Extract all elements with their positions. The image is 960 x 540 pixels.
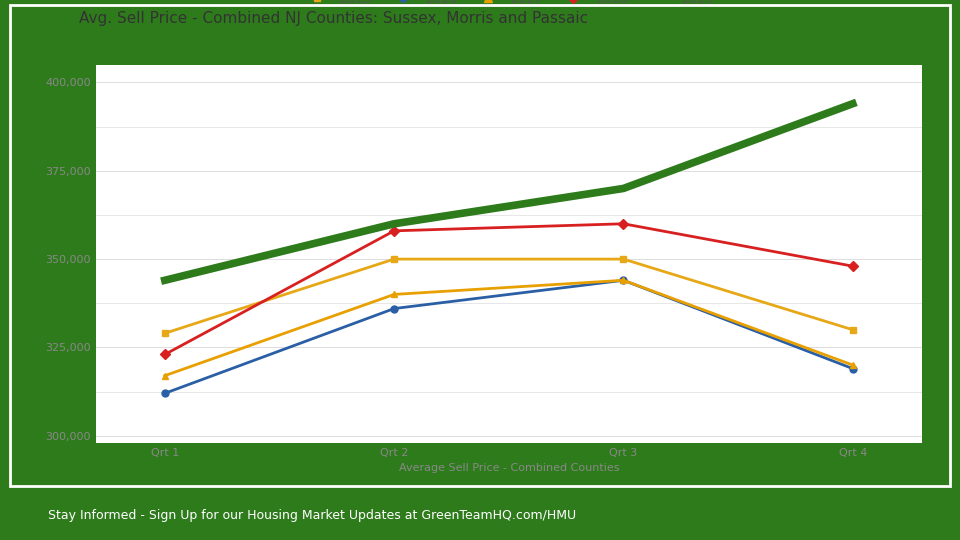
Text: Avg. Sell Price - Combined NJ Counties: Sussex, Morris and Passaic: Avg. Sell Price - Combined NJ Counties: … [80, 11, 588, 26]
Text: GREEN TEAM
REALTY: GREEN TEAM REALTY [828, 502, 900, 524]
X-axis label: Average Sell Price - Combined Counties: Average Sell Price - Combined Counties [398, 463, 619, 473]
Text: Stay Informed - Sign Up for our Housing Market Updates at GreenTeamHQ.com/HMU: Stay Informed - Sign Up for our Housing … [48, 509, 576, 522]
Legend: 2015, 2016, 2017, 2018, 2019: 2015, 2016, 2017, 2018, 2019 [300, 0, 718, 11]
